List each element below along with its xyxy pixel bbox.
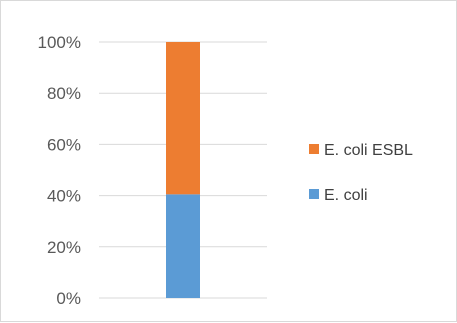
legend-swatch xyxy=(309,189,319,199)
bars xyxy=(166,42,200,298)
legend-label: E. coli xyxy=(324,187,368,204)
legend-label: E. coli ESBL xyxy=(324,142,413,159)
y-tick-label: 20% xyxy=(47,238,81,257)
y-tick-label: 60% xyxy=(47,135,81,154)
y-axis-tick-labels: 0% 20% 40% 60% 80% 100% xyxy=(38,33,81,308)
bar-segment-e-coli-esbl xyxy=(166,42,200,195)
y-tick-label: 0% xyxy=(56,289,81,308)
bar-segment-e-coli xyxy=(166,194,200,298)
legend: E. coli ESBL E. coli xyxy=(309,142,413,204)
y-tick-label: 40% xyxy=(47,187,81,206)
y-tick-label: 100% xyxy=(38,33,81,52)
legend-swatch xyxy=(309,144,319,154)
y-tick-label: 80% xyxy=(47,84,81,103)
